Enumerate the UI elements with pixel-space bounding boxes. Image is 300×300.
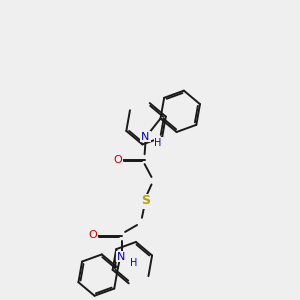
Text: H: H bbox=[154, 137, 162, 148]
Text: N: N bbox=[141, 131, 150, 142]
Text: H: H bbox=[130, 257, 138, 268]
Text: O: O bbox=[88, 230, 98, 241]
Text: N: N bbox=[117, 251, 126, 262]
Text: O: O bbox=[113, 154, 122, 165]
Text: S: S bbox=[141, 194, 150, 208]
